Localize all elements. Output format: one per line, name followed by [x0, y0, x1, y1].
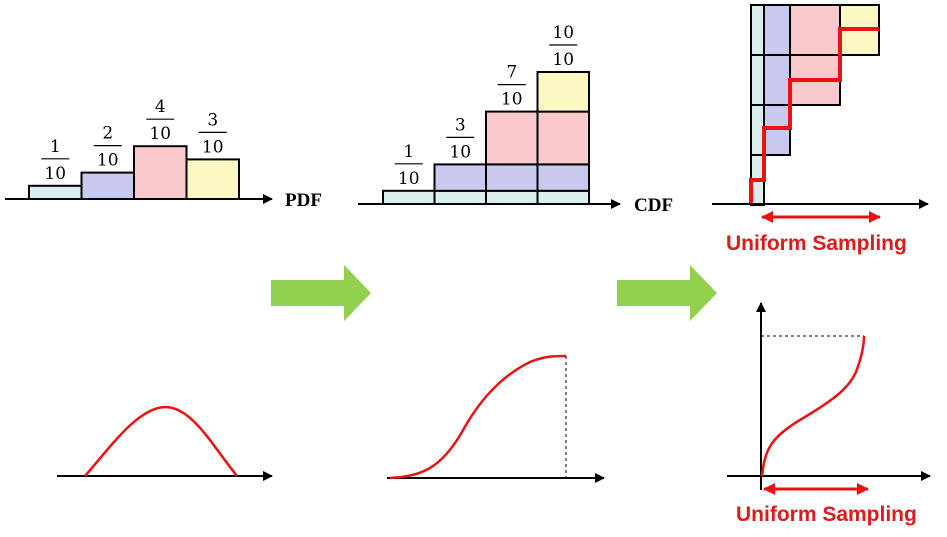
cdf-fraction-1-numerator: 1: [403, 142, 414, 162]
pdf-bars: [28, 145, 240, 201]
continuous-cdf-panel: [387, 354, 605, 483]
continuous-cdf-curve: [389, 354, 567, 480]
pdf-fraction-2-denominator: 10: [97, 151, 119, 171]
pdf-fraction-1-denominator: 10: [44, 164, 66, 184]
cdf-bar-3-segment-1: [485, 189, 539, 206]
inverse-cdf-step-curve: [749, 27, 879, 204]
continuous-inverse-panel: Uniform Sampling: [727, 302, 931, 526]
pdf-bar-1: [28, 184, 83, 201]
pdf-bar-2: [80, 171, 135, 201]
cdf-fraction-3-denominator: 10: [501, 90, 523, 110]
green-arrow-cdf-to-inverse: [617, 265, 717, 321]
pdf-fraction-3-denominator: 10: [149, 124, 171, 144]
pdf-bar-4: [185, 158, 240, 200]
green-arrow-pdf-to-cdf: [271, 265, 371, 321]
cdf-fraction-1: 110: [394, 142, 423, 189]
pdf-fraction-1-numerator: 1: [50, 137, 61, 157]
cdf-bar-4-segment-1: [536, 189, 590, 206]
pdf-fraction-4: 310: [198, 110, 227, 157]
cdf-fraction-1-denominator: 10: [398, 169, 420, 189]
cdf-bar-4-segment-3: [536, 110, 590, 166]
cdf-fraction-3: 710: [497, 63, 526, 110]
cdf-fraction-2-numerator: 3: [455, 115, 466, 135]
cdf-bar-1-segment-1: [382, 189, 436, 206]
continuous-pdf-panel: [57, 405, 273, 481]
continuous-inverse-curve: [760, 335, 866, 477]
cdf-bar-4-segment-4: [536, 71, 590, 113]
cdf-bar-4-segment-2: [536, 163, 590, 192]
cdf-bar-3-segment-3: [485, 110, 539, 166]
inverse-cell-row-2-col-2: [763, 54, 791, 106]
cdf-bars: [382, 71, 590, 206]
inverse-cell-row-2-col-1: [750, 54, 765, 106]
inverse-cdf-grid: [750, 4, 880, 206]
pdf-fraction-4-denominator: 10: [202, 137, 224, 157]
cdf-fraction-4-denominator: 10: [552, 50, 574, 70]
cdf-fraction-2-denominator: 10: [449, 142, 471, 162]
cdf-axis-label: CDF: [634, 195, 673, 216]
pdf-bar-3: [133, 145, 188, 200]
pdf-fraction-3-numerator: 4: [155, 97, 166, 117]
inverse-cell-row-1-col-2: [763, 4, 791, 56]
pdf-fraction-1: 110: [41, 137, 70, 184]
inverse-cdf-panel: Uniform Sampling: [712, 4, 929, 255]
inverse-cell-row-1-col-1: [750, 4, 765, 56]
continuous-pdf-curve: [84, 405, 238, 477]
cdf-fraction-3-numerator: 7: [506, 63, 517, 83]
pdf-fraction-2-numerator: 2: [102, 124, 113, 144]
uniform-sampling-label-bottom: Uniform Sampling: [736, 503, 917, 526]
inverse-cell-row-1-col-3: [789, 4, 841, 56]
cdf-fraction-4-numerator: 10: [552, 23, 574, 43]
pdf-fraction-4-numerator: 3: [207, 110, 218, 130]
pdf-axis-label: PDF: [285, 190, 322, 211]
uniform-sampling-label-top: Uniform Sampling: [726, 232, 907, 255]
pdf-fraction-2: 210: [93, 124, 122, 171]
cdf-bar-2-segment-2: [433, 163, 487, 192]
cdf-fraction-2: 310: [446, 115, 475, 162]
pdf-fraction-3: 410: [146, 97, 175, 144]
cdf-bar-2-segment-1: [433, 189, 487, 206]
cdf-bar-3-segment-2: [485, 163, 539, 192]
